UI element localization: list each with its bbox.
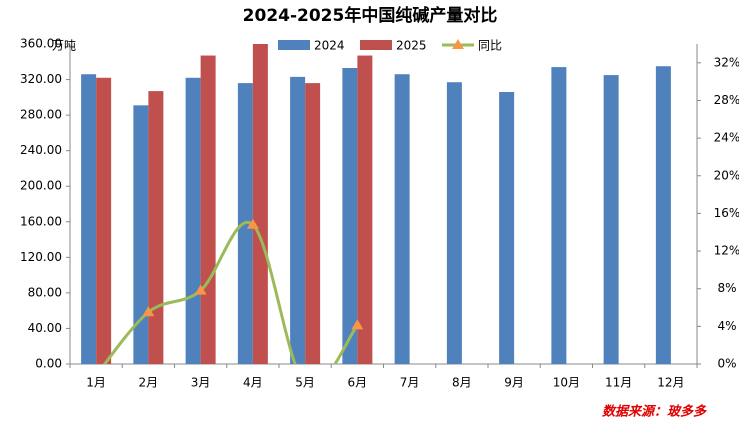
chart-title: 2024-2025年中国纯碱产量对比 xyxy=(243,5,498,26)
bar xyxy=(81,74,97,364)
x-tick-label: 9月 xyxy=(504,376,524,390)
x-tick-label: 8月 xyxy=(452,376,472,390)
bar xyxy=(357,55,373,365)
bar xyxy=(148,91,164,364)
y-tick-label: 320.00 xyxy=(20,72,62,86)
marker xyxy=(246,218,259,229)
bar xyxy=(96,77,112,365)
marker xyxy=(351,319,364,330)
bar xyxy=(603,75,619,364)
legend-label: 2024 xyxy=(314,39,345,53)
x-tick-label: 6月 xyxy=(348,376,368,390)
y-tick-label: 160.00 xyxy=(20,214,62,228)
marker xyxy=(142,306,155,317)
y-tick-label: 360.00 xyxy=(20,37,62,51)
bar xyxy=(499,92,515,364)
y2-tick-label: 32% xyxy=(714,55,739,69)
x-tick-label: 3月 xyxy=(191,376,211,390)
x-tick-label: 12月 xyxy=(657,376,684,390)
x-tick-label: 11月 xyxy=(605,376,632,390)
source: 数据来源：玻多多 xyxy=(602,404,707,420)
y-tick-label: 40.00 xyxy=(28,321,62,335)
y-tick-label: 0.00 xyxy=(35,357,62,371)
bar xyxy=(551,67,567,364)
x-tick-label: 5月 xyxy=(295,376,315,390)
y2-tick-label: 12% xyxy=(714,244,739,258)
bar xyxy=(394,74,410,364)
y-tick-label: 280.00 xyxy=(20,108,62,122)
bar xyxy=(446,82,462,364)
y-tick-label: 200.00 xyxy=(20,179,62,193)
y2-tick-label: 28% xyxy=(714,93,739,107)
y2-tick-label: 20% xyxy=(714,168,739,182)
x-tick-label: 1月 xyxy=(86,376,106,390)
y2-tick-label: 4% xyxy=(717,319,736,333)
x-tick-label: 10月 xyxy=(553,376,580,390)
x-tick-label: 2月 xyxy=(139,376,159,390)
x-tick-label: 4月 xyxy=(243,376,263,390)
bar xyxy=(290,76,306,364)
y2-tick-label: 24% xyxy=(714,131,739,145)
line-layer xyxy=(102,218,364,364)
y2-tick-label: 16% xyxy=(714,206,739,220)
bar xyxy=(185,77,201,365)
y2-tick-label: 8% xyxy=(717,281,736,295)
bar xyxy=(252,44,268,364)
y-tick-label: 240.00 xyxy=(20,143,62,157)
legend-swatch xyxy=(278,40,310,50)
bar xyxy=(200,55,216,365)
bar xyxy=(655,66,671,364)
bar xyxy=(342,68,358,364)
marker xyxy=(194,284,207,295)
y-tick-label: 80.00 xyxy=(28,285,62,299)
y-tick-label: 120.00 xyxy=(20,250,62,264)
x-tick-label: 7月 xyxy=(400,376,420,390)
bar xyxy=(133,105,149,364)
legend-marker xyxy=(452,39,464,49)
bar xyxy=(305,83,321,364)
legend-label: 2025 xyxy=(396,39,427,53)
y2-tick-label: 0% xyxy=(717,357,736,371)
legend-label: 同比 xyxy=(478,39,502,53)
legend-swatch xyxy=(360,40,392,50)
